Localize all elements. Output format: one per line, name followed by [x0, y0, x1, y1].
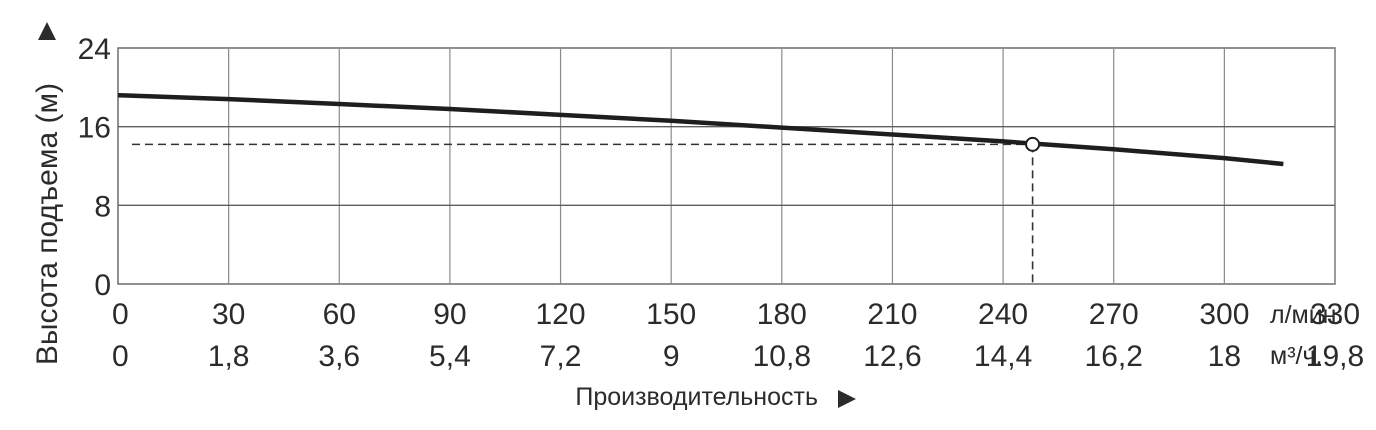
y-tick-label: 24 — [78, 33, 111, 66]
x-tick-label: 60 — [323, 298, 356, 331]
x-tick-label: 300 — [1199, 298, 1249, 331]
x-tick-label: 330 — [1310, 298, 1360, 331]
x-tick-label: 0 — [112, 298, 129, 331]
x2-tick-label: 3,6 — [318, 340, 360, 373]
x2-tick-label: 5,4 — [429, 340, 471, 373]
x2-tick-label: 7,2 — [540, 340, 582, 373]
y-axis-arrow-icon — [38, 22, 56, 40]
operating-point-layer — [1025, 136, 1041, 152]
x2-tick-label: 0 — [112, 340, 129, 373]
grid — [117, 47, 1336, 285]
series-line — [117, 92, 1284, 167]
x-axis-arrow-icon — [838, 390, 856, 408]
x2-tick-label: 1,8 — [208, 340, 250, 373]
x-unit-primary: л/мин. — [1270, 301, 1343, 329]
x-tick-label: 180 — [757, 298, 807, 331]
tick-labels: 00301,8603,6905,41207,2150918010,821012,… — [78, 33, 1365, 373]
y-tick-label: 8 — [94, 190, 111, 223]
operating-point-marker — [1025, 136, 1041, 152]
x2-tick-label: 10,8 — [753, 340, 811, 373]
operating-point-guides — [132, 143, 1034, 284]
y-tick-label: 0 — [94, 269, 111, 302]
x-tick-label: 240 — [978, 298, 1028, 331]
x-tick-label: 210 — [867, 298, 917, 331]
x-tick-label: 30 — [212, 298, 245, 331]
x2-tick-label: 19,8 — [1306, 340, 1364, 373]
y-tick-label: 16 — [78, 112, 111, 145]
x2-tick-label: 12,6 — [863, 340, 921, 373]
y-axis-title-group: Высота подъема (м) — [31, 22, 64, 365]
x2-tick-label: 14,4 — [974, 340, 1032, 373]
y-axis-title: Высота подъема (м) — [31, 83, 64, 365]
series-layer — [117, 92, 1284, 167]
x-tick-label: 150 — [646, 298, 696, 331]
x-tick-label: 270 — [1089, 298, 1139, 331]
x2-tick-label: 9 — [663, 340, 680, 373]
x-axis-title-group: Производительность — [575, 383, 856, 411]
x2-tick-label: 16,2 — [1085, 340, 1143, 373]
x-axis-title: Производительность — [575, 383, 818, 411]
x-unit-secondary: м³/ч. — [1270, 342, 1322, 370]
plot-frame — [117, 47, 1336, 285]
x2-tick-label: 18 — [1208, 340, 1241, 373]
x-tick-label: 90 — [433, 298, 466, 331]
x-tick-label: 120 — [536, 298, 586, 331]
